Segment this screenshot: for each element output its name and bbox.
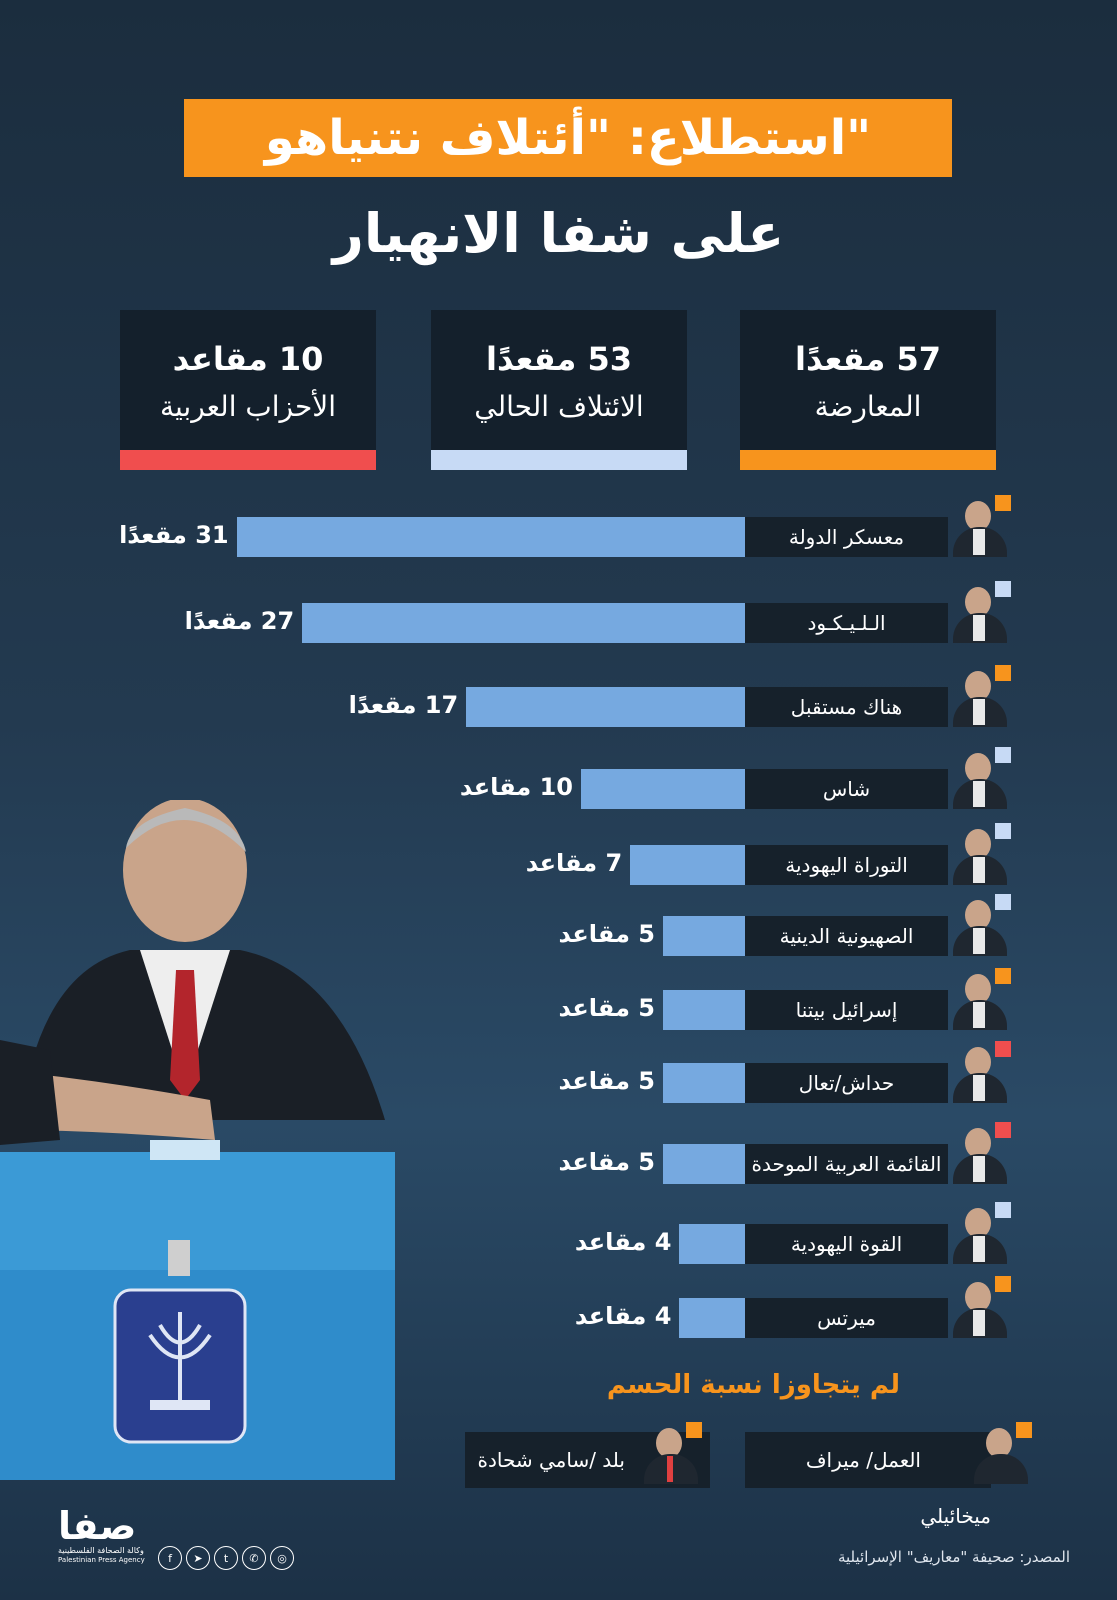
seat-value-label: 5 مقاعد: [558, 920, 655, 948]
logo-subtitle-ar: وكالة الصحافة الفلسطينية: [58, 1546, 144, 1555]
logo-subtitle-en: Palestinian Press Agency: [58, 1556, 145, 1564]
bar-6: [663, 990, 745, 1030]
summary-label: المعارضة: [814, 390, 922, 423]
page-title: استطلاع: "أئتلاف نتنياهو": [184, 99, 952, 177]
party-label: هناك مستقبل: [745, 687, 948, 727]
threshold-title: لم يتجاوزا نسبة الحسم: [606, 1370, 900, 1400]
bar-0: [236, 517, 745, 557]
party-leader-portrait: [949, 1276, 1011, 1338]
bar-5: [663, 916, 745, 956]
seat-value-label: 5 مقاعد: [558, 1148, 655, 1176]
party-label: ميرتس: [745, 1298, 948, 1338]
bar-10: [679, 1298, 745, 1338]
summary-box-arab-parties: 10 مقاعد الأحزاب العربية: [120, 310, 376, 470]
party-label: القائمة العربية الموحدة: [745, 1144, 948, 1184]
summary-number: 57 مقعدًا: [794, 340, 942, 378]
seat-value-label: 27 مقعدًا: [184, 607, 295, 635]
bar-9: [679, 1224, 745, 1264]
summary-stripe: [431, 450, 687, 470]
bar-4: [630, 845, 745, 885]
bar-3: [581, 769, 745, 809]
seat-value-label: 4 مقاعد: [574, 1228, 672, 1256]
party-leader-portrait: [949, 747, 1011, 809]
summary-box-coalition: 53 مقعدًا الائتلاف الحالي: [431, 310, 687, 470]
party-label: الصهيونية الدينية: [745, 916, 948, 956]
party-leader-portrait: [949, 1122, 1011, 1184]
seat-value-label: 4 مقاعد: [574, 1302, 672, 1330]
party-label: حداش/تعال: [745, 1063, 948, 1103]
logo-text: صفا: [58, 1504, 137, 1548]
seat-value-label: 10 مقاعد: [459, 773, 573, 801]
party-leader-portrait: [949, 495, 1011, 557]
failed-party-labor: العمل/ ميراف ميخائيلي: [745, 1432, 991, 1528]
page-subtitle: على شفا الانهيار: [332, 202, 785, 265]
party-label: الـلـيـكـود: [745, 603, 948, 643]
instagram-icon[interactable]: ◎: [270, 1546, 294, 1570]
failed-party-label: بلد /سامي شحادة: [477, 1448, 625, 1472]
facebook-icon[interactable]: f: [158, 1546, 182, 1570]
summary-stripe: [740, 450, 996, 470]
summary-stripe: [120, 450, 376, 470]
party-leader-portrait: [949, 968, 1011, 1030]
party-label: شاس: [745, 769, 948, 809]
source-note: المصدر: صحيفة "معاريف" الإسرائيلية: [837, 1548, 1070, 1566]
bar-1: [302, 603, 745, 643]
bar-8: [663, 1144, 745, 1184]
summary-box-opposition: 57 مقعدًا المعارضة: [740, 310, 996, 470]
failed-party-label: العمل/ ميراف ميخائيلي: [805, 1448, 991, 1528]
party-label: التوراة اليهودية: [745, 845, 948, 885]
party-leader-portrait: [949, 665, 1011, 727]
party-leader-portrait: [949, 823, 1011, 885]
bar-7: [663, 1063, 745, 1103]
summary-number: 10 مقاعد: [172, 340, 324, 378]
social-links: f ➤ t ✆ ◎: [158, 1546, 294, 1570]
summary-number: 53 مقعدًا: [485, 340, 633, 378]
seat-value-label: 17 مقعدًا: [348, 691, 459, 719]
ballot-box-illustration: [0, 800, 395, 1480]
party-leader-portrait: [949, 1202, 1011, 1264]
seat-value-label: 31 مقعدًا: [119, 521, 229, 549]
party-leader-portrait: [949, 581, 1011, 643]
seat-value-label: 5 مقاعد: [558, 1067, 655, 1095]
seat-value-label: 7 مقاعد: [525, 849, 623, 877]
whatsapp-icon[interactable]: ✆: [242, 1546, 266, 1570]
seats-bar-chart: معسكر الدولة 31 مقعدًا الـلـيـكـود 27 مقعدً…: [119, 495, 1011, 1338]
bar-2: [466, 687, 745, 727]
party-leader-portrait: [949, 1041, 1011, 1103]
twitter-icon[interactable]: t: [214, 1546, 238, 1570]
party-label: معسكر الدولة: [745, 517, 948, 557]
failed-party-portrait: [970, 1422, 1032, 1484]
summary-label: الائتلاف الحالي: [474, 390, 644, 423]
summary-label: الأحزاب العربية: [159, 390, 337, 423]
seat-value-label: 5 مقاعد: [558, 994, 655, 1022]
telegram-icon[interactable]: ➤: [186, 1546, 210, 1570]
failed-party-portrait: [640, 1422, 702, 1484]
party-label: إسرائيل بيتنا: [745, 990, 948, 1030]
party-leader-portrait: [949, 894, 1011, 956]
safa-logo: صفا وكالة الصحافة الفلسطينية Palestinian…: [58, 1506, 158, 1568]
party-label: القوة اليهودية: [745, 1224, 948, 1264]
